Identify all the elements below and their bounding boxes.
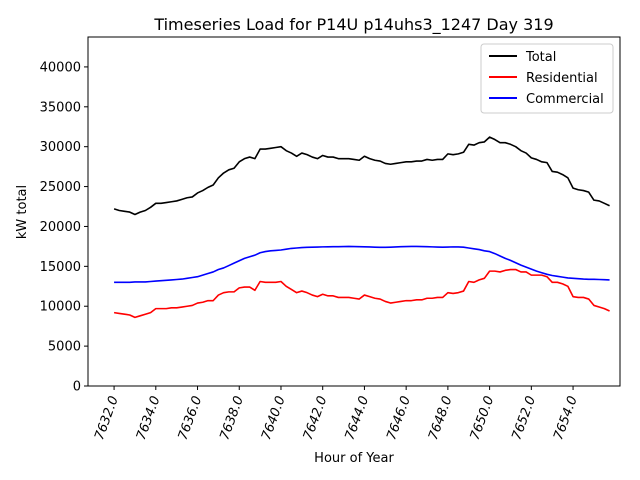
chart-title: Timeseries Load for P14U p14uhs3_1247 Da… <box>153 15 553 35</box>
x-tick-label: 7642.0 <box>301 394 331 442</box>
series-lines <box>113 136 610 319</box>
series-line-residential <box>113 268 610 319</box>
legend: Total Residential Commercial <box>480 43 614 114</box>
x-axis-ticks: 7632.0 7634.0 7636.0 7638.0 7640.0 7642.0 7644… <box>92 386 581 442</box>
x-tick-label: 7644.0 <box>343 394 373 442</box>
y-axis-ticks: 0 5000 10000 15000 20000 25000 30000 35000 40000 <box>40 60 88 395</box>
series-line-total <box>113 136 610 216</box>
x-tick-label: 7640.0 <box>259 394 289 442</box>
x-tick-label: 7634.0 <box>134 394 164 442</box>
y-tick-label: 5000 <box>48 340 81 355</box>
legend-label-commercial: Commercial <box>526 92 604 107</box>
y-tick-label: 35000 <box>40 100 81 115</box>
x-tick-label: 7648.0 <box>426 394 456 442</box>
y-tick-label: 10000 <box>40 300 81 315</box>
legend-box <box>480 43 614 114</box>
y-tick-label: 40000 <box>40 60 81 75</box>
series-line-commercial <box>114 245 610 284</box>
plot-frame <box>87 36 621 387</box>
x-tick-label: 7654.0 <box>551 394 581 442</box>
x-tick-label: 7632.0 <box>92 394 122 442</box>
y-tick-label: 30000 <box>40 140 81 155</box>
y-tick-label: 20000 <box>40 220 81 235</box>
y-axis-label: kW total <box>15 185 30 239</box>
x-tick-label: 7652.0 <box>509 394 539 442</box>
y-tick-label: 15000 <box>40 260 81 275</box>
y-tick-label: 0 <box>73 380 81 395</box>
x-tick-label: 7636.0 <box>176 394 206 442</box>
legend-label-residential: Residential <box>526 71 598 86</box>
x-tick-label: 7638.0 <box>217 394 247 442</box>
x-tick-label: 7646.0 <box>384 394 414 442</box>
x-axis-label: Hour of Year <box>314 451 394 466</box>
y-tick-label: 25000 <box>40 180 81 195</box>
legend-label-total: Total <box>525 50 556 65</box>
x-tick-label: 7650.0 <box>468 394 498 442</box>
